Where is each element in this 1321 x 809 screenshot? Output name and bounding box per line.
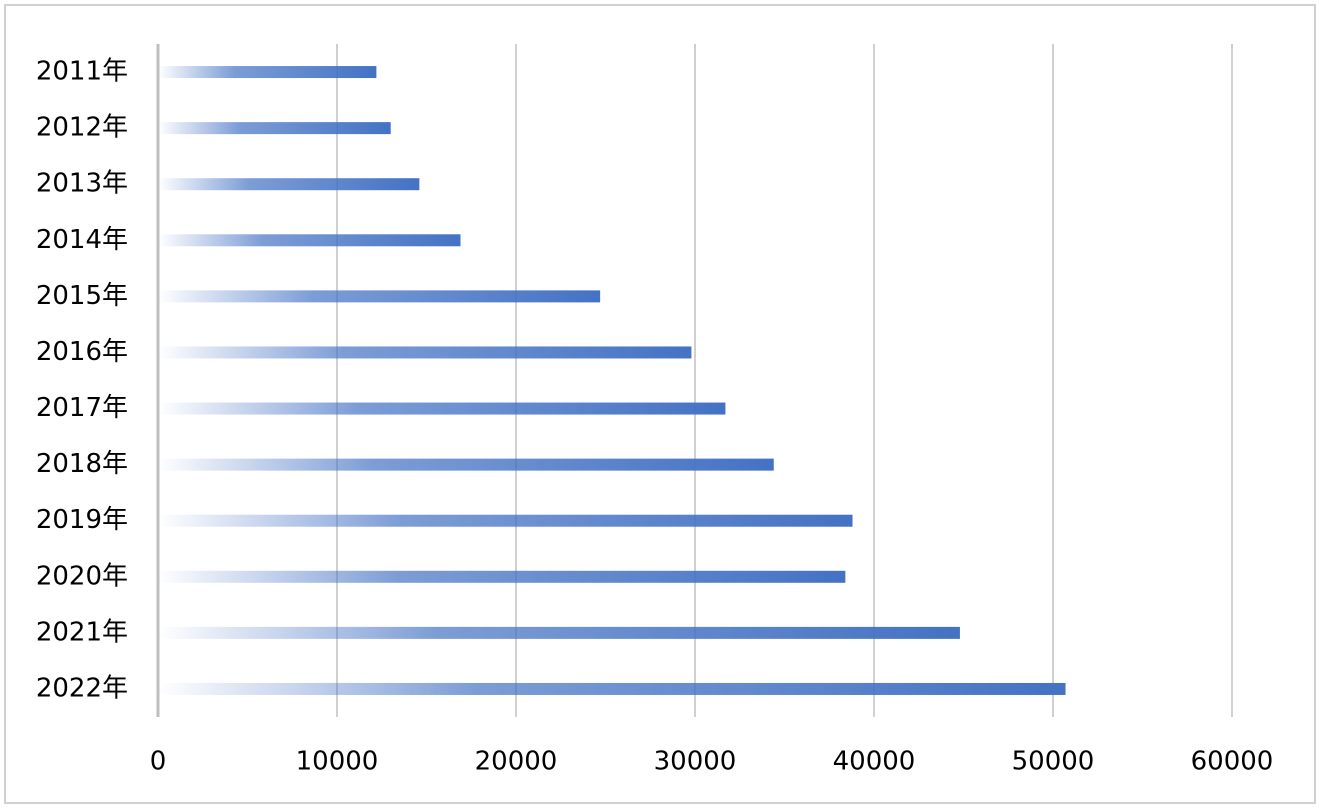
y-tick-label: 2018年 [36, 449, 128, 479]
y-tick-label: 2021年 [36, 617, 128, 647]
y-tick-label: 2017年 [36, 393, 128, 423]
x-tick-label: 10000 [296, 747, 379, 777]
x-tick-label: 50000 [1012, 747, 1095, 777]
bar [158, 514, 853, 527]
y-tick-label: 2016年 [36, 337, 128, 367]
bar [158, 626, 960, 639]
bar [158, 570, 846, 583]
bar [158, 682, 1066, 695]
bar [158, 346, 692, 359]
bar [158, 66, 377, 79]
bar [158, 402, 726, 415]
y-tick-label: 2014年 [36, 225, 128, 255]
x-tick-label: 40000 [833, 747, 916, 777]
y-tick-label: 2019年 [36, 505, 128, 535]
bar [158, 290, 601, 303]
y-tick-label: 2012年 [36, 113, 128, 143]
y-tick-label: 2011年 [36, 57, 128, 87]
bar [158, 122, 391, 135]
y-tick-label: 2020年 [36, 561, 128, 591]
y-tick-label: 2022年 [36, 673, 128, 703]
bar [158, 178, 420, 191]
x-tick-label: 30000 [654, 747, 737, 777]
y-tick-label: 2015年 [36, 281, 128, 311]
x-tick-label: 60000 [1191, 747, 1274, 777]
x-tick-label: 0 [150, 747, 167, 777]
bar [158, 458, 774, 471]
bar [158, 234, 461, 247]
x-tick-label: 20000 [475, 747, 558, 777]
y-tick-label: 2013年 [36, 169, 128, 199]
